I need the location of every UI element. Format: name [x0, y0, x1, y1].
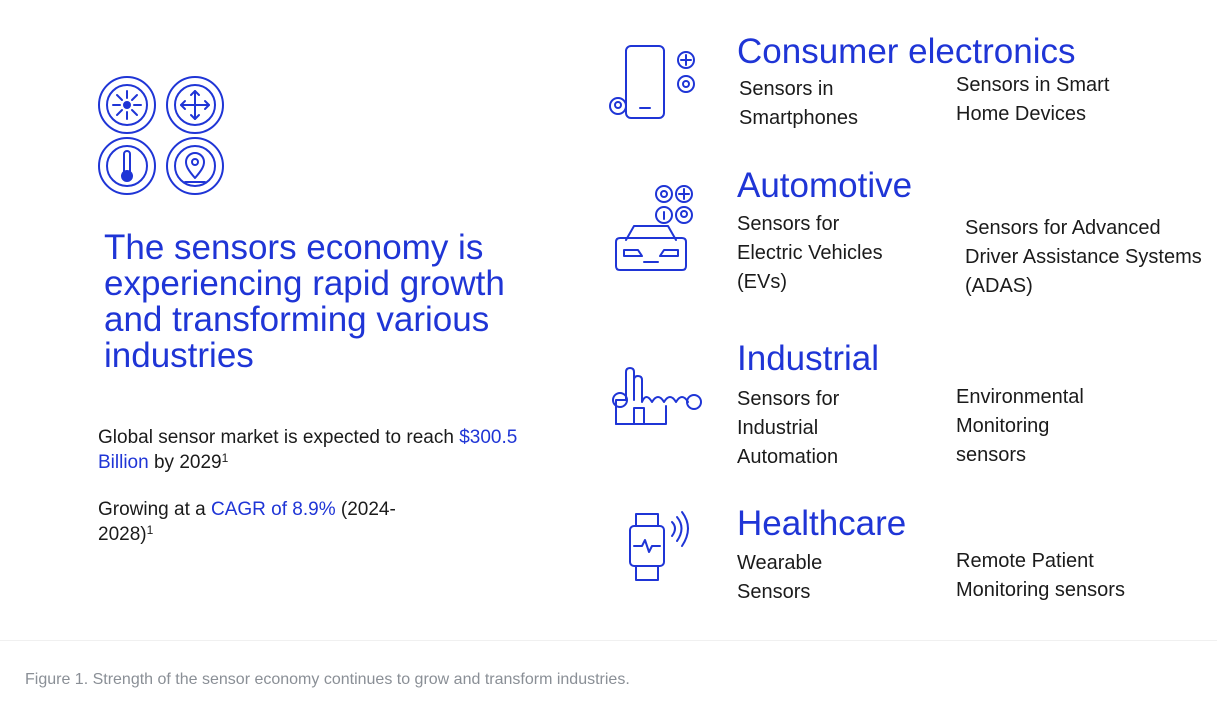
item-sensors-for-adas: Sensors for Advanced Driver Assistance S… — [965, 217, 1202, 297]
category-title-consumer-electronics: Consumer electronics — [737, 32, 1076, 71]
thermometer-icon — [98, 137, 156, 195]
car-sensors-icon — [615, 185, 693, 271]
item-sensors-in-smart-home-devices: Sensors in Smart Home Devices — [956, 74, 1110, 125]
footnote-marker: 1 — [146, 523, 154, 537]
footnote-marker: 1 — [221, 451, 229, 465]
item-wearable-sensors: Wearable Sensors — [737, 552, 823, 603]
item-industrial-automation-sensors: Sensors for Industrial Automation — [737, 388, 840, 468]
figure-caption: Figure 1. Strength of the sensor economy… — [25, 671, 630, 688]
sensor-icon-grid — [98, 76, 224, 195]
category-title-automotive: Automotive — [737, 166, 913, 205]
smartwatch-icon — [629, 511, 689, 581]
market-size-value: $300.5 Billion — [98, 427, 518, 473]
category-title-healthcare: Healthcare — [737, 504, 907, 543]
cagr-value: CAGR of 8.9% — [211, 499, 336, 520]
item-environmental-monitoring-sensors: Environmental Monitoring sensors — [956, 386, 1084, 466]
item-remote-patient-monitoring-sensors: Remote Patient Monitoring sensors — [956, 550, 1125, 601]
item-sensors-in-smartphones: Sensors in Smartphones — [739, 78, 858, 129]
headline: The sensors economy is experiencing rapi… — [104, 228, 505, 375]
factory-sensors-icon — [612, 367, 702, 425]
divider — [0, 640, 1217, 641]
market-size-stat: Global sensor market is expected to reac… — [98, 427, 518, 473]
motion-sensor-icon — [166, 76, 224, 134]
light-sensor-icon — [98, 76, 156, 134]
item-sensors-for-evs: Sensors for Electric Vehicles (EVs) — [737, 213, 883, 293]
category-title-industrial: Industrial — [737, 339, 880, 378]
location-pin-icon — [166, 137, 224, 195]
smartphone-sensors-icon — [609, 45, 695, 119]
cagr-stat: Growing at a CAGR of 8.9% (2024-2028)1 — [98, 499, 396, 545]
